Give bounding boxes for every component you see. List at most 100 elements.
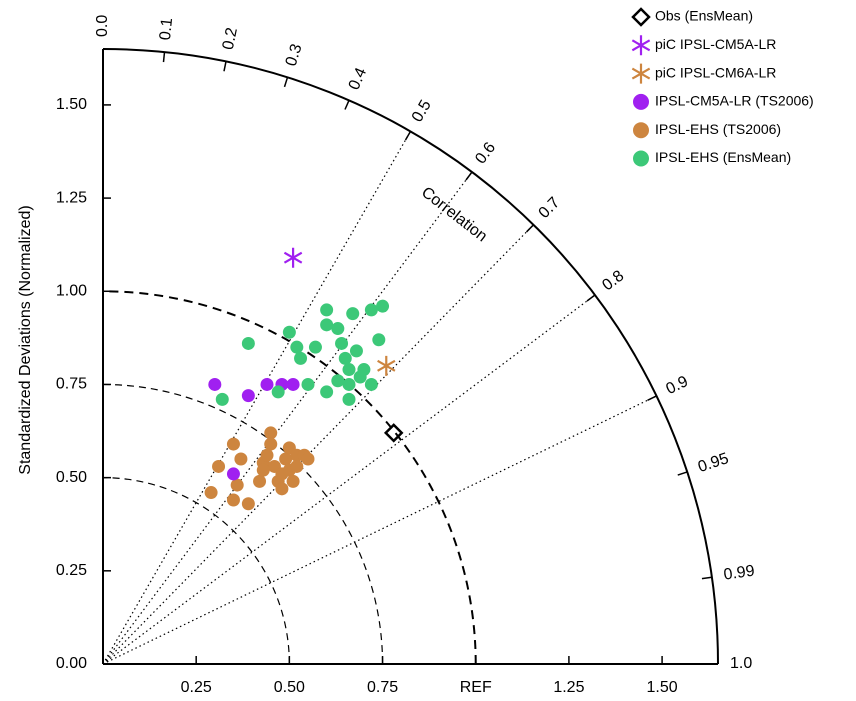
y-tick-label: 0.50 (56, 469, 87, 486)
x-tick-label: 0.50 (274, 679, 305, 696)
y-tick-label: 1.25 (56, 189, 87, 206)
correlation-tick-label: 0.7 (536, 194, 564, 222)
legend-label: Obs (EnsMean) (655, 8, 753, 24)
data-point (253, 474, 267, 488)
y-axis-label: Standardized Deviations (Normalized) (17, 205, 34, 474)
correlation-tick-label: 1.0 (730, 655, 752, 672)
legend-label: piC IPSL-CM6A-LR (655, 64, 776, 80)
correlation-tick-label: 0.99 (722, 562, 755, 583)
legend-marker (633, 93, 649, 110)
data-point (338, 351, 352, 365)
reference-arc (102, 290, 477, 665)
data-point (241, 336, 255, 350)
correlation-tick (525, 224, 535, 233)
outer-arc (102, 48, 719, 665)
data-point (226, 493, 240, 507)
correlation-tick (586, 294, 596, 302)
x-tick-label: 0.75 (367, 679, 398, 696)
correlation-tick (283, 77, 289, 88)
correlation-tick-label: 0.95 (696, 450, 731, 476)
data-point (279, 452, 293, 466)
correlation-tick-label: 0.8 (599, 267, 627, 294)
data-point (282, 325, 296, 339)
correlation-tick-label: 0.2 (220, 26, 241, 51)
data-point (290, 459, 304, 473)
x-tick-label: 0.25 (181, 679, 212, 696)
correlation-ray (102, 171, 473, 665)
data-point (335, 336, 349, 350)
y-tick-label: 0.75 (56, 376, 87, 393)
std-arc (102, 477, 290, 665)
y-tick-label: 0.00 (56, 655, 87, 672)
data-point (308, 340, 322, 354)
legend-marker (631, 63, 651, 84)
data-point (204, 486, 218, 500)
legend-label: IPSL-EHS (TS2006) (655, 121, 781, 137)
data-point (372, 333, 386, 347)
data-point (208, 377, 222, 391)
data-point (342, 392, 356, 406)
data-point (364, 377, 378, 391)
data-point (234, 452, 248, 466)
correlation-ray (102, 395, 657, 665)
data-point (264, 426, 278, 440)
correlation-tick-label: 0.6 (472, 139, 499, 167)
correlation-tick-label: 0.0 (94, 15, 111, 37)
legend-label: piC IPSL-CM5A-LR (655, 36, 776, 52)
data-point (331, 322, 345, 336)
legend-marker (631, 35, 651, 56)
data-point (241, 389, 255, 403)
legend-label: IPSL-EHS (EnsMean) (655, 149, 791, 165)
data-point (256, 463, 270, 477)
legend-marker (633, 150, 649, 167)
y-tick-label: 1.50 (56, 96, 87, 113)
correlation-ray (102, 131, 412, 665)
data-point (320, 385, 334, 399)
correlation-tick (404, 131, 412, 141)
data-point (264, 437, 278, 451)
data-point (320, 318, 334, 332)
legend: Obs (EnsMean) piC IPSL-CM5A-LR piC IPSL-CM… (631, 7, 814, 167)
correlation-tick-label: 0.9 (663, 373, 691, 398)
x-tick-label: REF (460, 679, 492, 696)
y-tick-label: 1.00 (56, 282, 87, 299)
correlation-tick (677, 471, 688, 476)
correlation-tick (344, 100, 350, 110)
data-point (230, 478, 244, 492)
data-point (377, 355, 396, 376)
x-tick-label: 1.50 (647, 679, 678, 696)
correlation-tick (647, 395, 657, 401)
data-point (283, 247, 303, 268)
data-point (215, 392, 229, 406)
data-point (364, 303, 378, 317)
data-point (383, 423, 404, 443)
data-point (342, 377, 356, 391)
correlation-tick-label: 0.1 (157, 17, 176, 41)
x-tick-label: 1.25 (553, 679, 584, 696)
data-point (376, 299, 390, 313)
data-point (294, 351, 308, 365)
correlation-tick-label: 0.3 (283, 42, 306, 68)
correlation-tick (701, 576, 712, 580)
data-point (212, 459, 226, 473)
data-point (286, 377, 300, 391)
data-point (301, 377, 315, 391)
data-point (320, 303, 334, 317)
data-point (349, 344, 363, 358)
data-point (331, 374, 345, 388)
data-point (226, 467, 240, 481)
data-point (286, 474, 300, 488)
data-point (301, 452, 315, 466)
data-point (260, 448, 274, 462)
correlation-label: Correlation (418, 184, 490, 246)
correlation-tick (465, 171, 473, 181)
data-point (275, 482, 289, 496)
legend-marker (633, 122, 649, 139)
data-point (342, 363, 356, 377)
legend-label: IPSL-CM5A-LR (TS2006) (655, 93, 814, 109)
data-point (241, 497, 255, 511)
correlation-ray (102, 294, 596, 665)
y-tick-label: 0.25 (56, 562, 87, 579)
correlation-tick-label: 0.5 (409, 97, 435, 125)
